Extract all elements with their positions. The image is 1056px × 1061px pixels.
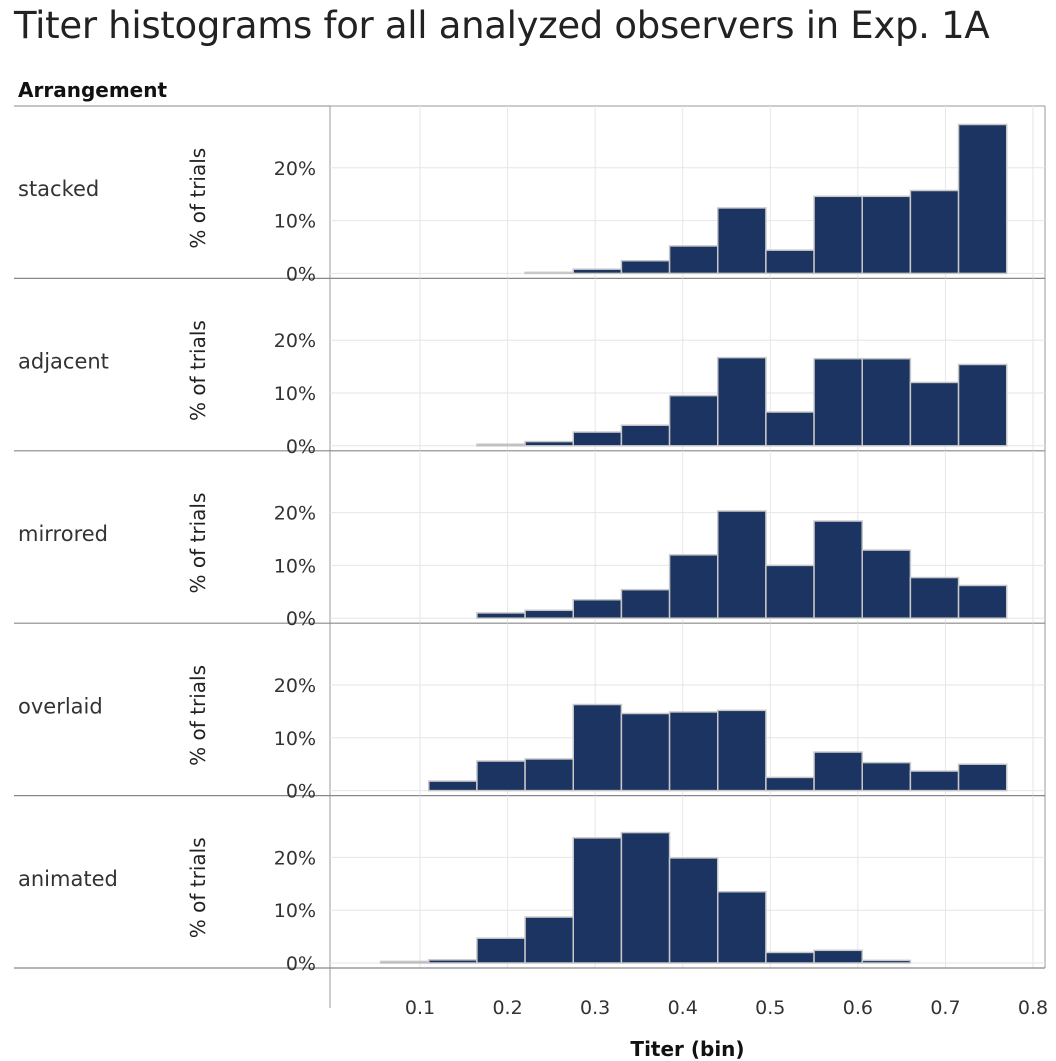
row-label: overlaid [18,694,103,718]
histogram-bar [716,890,767,964]
arrangement-header: Arrangement [18,78,168,102]
row-label: stacked [18,177,99,201]
x-tick-label: 0.2 [492,997,522,1019]
y-axis-title: % of trials [186,493,210,594]
histogram-bar [620,712,671,792]
histogram-bar [909,770,960,792]
y-tick-label: 10% [274,555,316,577]
y-tick-label: 20% [274,503,316,525]
histogram-bar [668,857,719,964]
histogram-bar [957,123,1008,275]
histogram-bar [379,960,430,964]
y-tick-label: 0% [286,436,316,458]
histogram-bar [620,831,671,964]
histogram-bar [524,609,574,619]
row-label: adjacent [18,350,109,374]
y-tick-label: 10% [274,728,316,750]
histogram-bar [861,959,912,964]
y-axis-title: % of trials [186,148,210,249]
histogram-bar [476,760,526,792]
histogram-bar [620,259,671,275]
histogram-bar [716,356,767,447]
histogram-bar [716,709,767,792]
histogram-bar [524,440,574,447]
histogram-bar [813,520,863,619]
histogram-bar [668,711,719,792]
histogram-bar [861,195,912,275]
x-tick-label: 0.6 [843,997,873,1019]
y-tick-label: 10% [274,900,316,922]
y-tick-label: 0% [286,781,316,803]
histogram-bar [861,761,912,792]
histogram-bar [765,951,815,964]
histogram-bar [524,271,574,275]
y-tick-label: 20% [274,330,316,352]
histogram-bar [476,443,526,447]
y-tick-label: 10% [274,211,316,233]
histogram-bar [668,394,719,447]
histogram-bar [572,431,623,447]
x-tick-label: 0.7 [930,997,960,1019]
y-tick-label: 10% [274,383,316,405]
histogram-bar [524,916,574,964]
histogram-bar [428,959,478,964]
histogram-bar [572,703,623,792]
histogram-bar [765,776,815,792]
histogram-bar [957,763,1008,792]
histogram-bar [428,780,478,792]
histogram-bar [476,612,526,619]
x-tick-label: 0.8 [1018,997,1048,1019]
y-tick-label: 0% [286,608,316,630]
histogram-bar [524,758,574,792]
y-tick-label: 0% [286,953,316,975]
histogram-bar [909,381,960,447]
x-tick-label: 0.3 [580,997,610,1019]
histogram-bar [813,357,863,447]
histogram-bar [765,411,815,447]
x-axis-title: Titer (bin) [630,1037,744,1061]
histogram-bar [668,245,719,275]
histogram-bar [476,937,526,964]
row-label: mirrored [18,522,108,546]
histogram-bar [765,249,815,275]
histogram-bar [765,564,815,619]
histogram-bar [716,207,767,275]
y-tick-label: 20% [274,158,316,180]
x-tick-label: 0.1 [405,997,435,1019]
y-tick-label: 20% [274,847,316,869]
histogram-bar [813,751,863,792]
histogram-bar [861,549,912,619]
histogram-bar [572,837,623,964]
x-tick-label: 0.5 [755,997,785,1019]
histogram-bar [620,588,671,619]
histogram-bar [572,268,623,275]
histogram-bar [957,363,1008,447]
y-axis-title: % of trials [186,665,210,766]
y-axis-title: % of trials [186,320,210,421]
histogram-bar [716,510,767,619]
chart-title: Titer histograms for all analyzed observ… [14,4,990,47]
histogram-bar [909,189,960,275]
y-tick-label: 20% [274,675,316,697]
histogram-bar [861,357,912,447]
histogram-bar [813,195,863,275]
histogram-bar [668,554,719,619]
row-label: animated [18,867,118,891]
histogram-bar [813,949,863,964]
y-axis-title: % of trials [186,837,210,938]
x-tick-label: 0.4 [668,997,698,1019]
histogram-bar [572,598,623,619]
y-tick-label: 0% [286,263,316,285]
histogram-bar [909,576,960,619]
histogram-bar [620,424,671,447]
histogram-bar [957,584,1008,619]
